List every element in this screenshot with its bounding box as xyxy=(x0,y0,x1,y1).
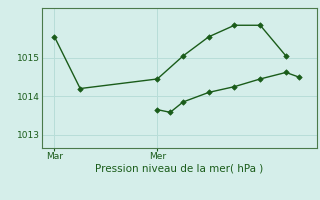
X-axis label: Pression niveau de la mer( hPa ): Pression niveau de la mer( hPa ) xyxy=(95,164,263,174)
